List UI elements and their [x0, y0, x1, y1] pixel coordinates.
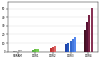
Bar — [70, 41, 72, 52]
Bar — [15, 51, 17, 52]
Bar — [74, 37, 76, 52]
Bar — [34, 49, 36, 52]
Bar — [72, 39, 74, 52]
Bar — [88, 15, 90, 52]
Bar — [36, 49, 38, 52]
Bar — [32, 50, 34, 52]
Bar — [18, 50, 20, 52]
Bar — [84, 30, 86, 52]
Bar — [86, 22, 88, 52]
Bar — [20, 50, 22, 52]
Bar — [54, 46, 56, 52]
Bar — [52, 47, 54, 52]
Bar — [50, 48, 52, 52]
Bar — [91, 8, 93, 52]
Bar — [65, 44, 67, 52]
Bar — [13, 51, 15, 52]
Bar — [67, 43, 69, 52]
